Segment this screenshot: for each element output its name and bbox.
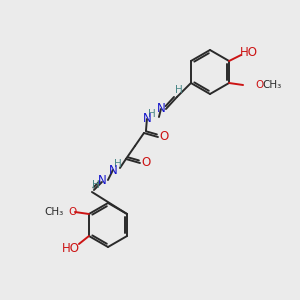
Text: O: O (159, 130, 169, 143)
Text: N: N (142, 112, 151, 125)
Text: N: N (98, 175, 106, 188)
Text: O: O (69, 207, 77, 217)
Text: H: H (92, 180, 100, 190)
Text: HO: HO (240, 46, 258, 59)
Text: O: O (255, 80, 263, 90)
Text: CH₃: CH₃ (45, 207, 64, 217)
Text: HO: HO (62, 242, 80, 254)
Text: H: H (114, 159, 122, 169)
Text: N: N (157, 101, 165, 115)
Text: CH₃: CH₃ (262, 80, 281, 90)
Text: H: H (148, 109, 156, 119)
Text: H: H (175, 85, 183, 95)
Text: N: N (109, 164, 117, 176)
Text: O: O (141, 157, 151, 169)
